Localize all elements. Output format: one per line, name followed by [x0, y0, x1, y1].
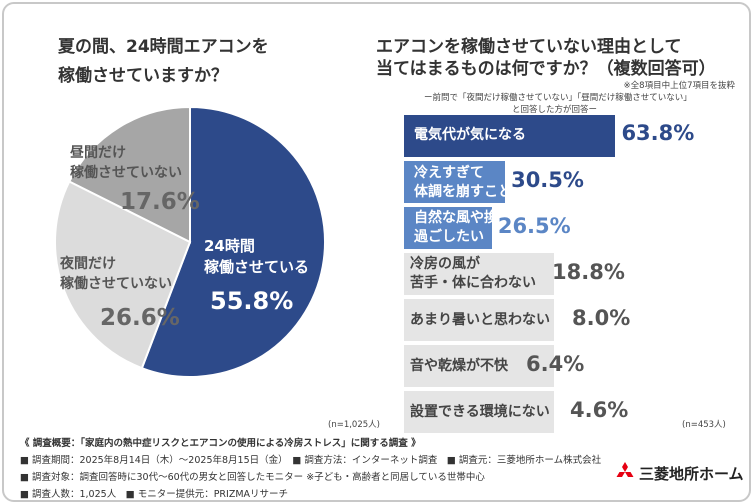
bar-value-dislike-wind: 18.8% — [552, 260, 625, 284]
pie-label-night-line2: 稼働させていない — [60, 276, 172, 292]
survey-title: 《 調査概要：「家庭内の熱中症リスクとエアコンの使用による冷房ストレス」に関する… — [20, 438, 421, 449]
left-question-line2: 稼働させていますか？ — [58, 66, 228, 86]
bar-value-noise-dry: 6.4% — [526, 352, 585, 376]
pie-slice-day — [67, 105, 191, 244]
pie-label-night-line1: 夜間だけ — [60, 256, 116, 272]
pie-label-24h: 24時間 稼働させている 55.8% — [204, 236, 309, 318]
pie-value-24h: 55.8% — [210, 287, 294, 315]
bar-label-natural-wind-line1: 自然な風や換気で — [414, 210, 526, 226]
survey-target: ■ 調査対象：調査回答時に30代〜60代の男女と回答したモニター ※子ども・高齢… — [20, 472, 485, 483]
note-line1: ー前問で「夜間だけ稼働させていない」「昼間だけ稼働させていない」 — [424, 93, 692, 103]
left-question-line1: 夏の間、24時間エアコンを — [58, 37, 269, 57]
bar-value-no-installation: 4.6% — [570, 398, 629, 422]
bar-label-dislike-wind: 冷房の風が 苦手・体に合わない — [410, 255, 536, 293]
bar-dislike-wind — [404, 253, 554, 295]
pie-slice-night — [54, 180, 192, 370]
bar-electricity-cost — [404, 115, 616, 157]
pie-sample-size: (n=1,025人) — [328, 420, 380, 430]
brand-name: 三菱地所ホーム — [639, 465, 744, 483]
bar-label-natural-wind: 自然な風や換気で 過ごしたい — [414, 209, 526, 247]
bar-label-natural-wind-line2: 過ごしたい — [414, 229, 484, 245]
survey-period: ■ 調査期間：2025年8月14日（木）〜2025年8月15日（金） ■ 調査方… — [20, 455, 602, 466]
pie-value-day: 17.6% — [120, 189, 200, 215]
bar-value-natural-wind: 26.5% — [497, 214, 571, 238]
pie-label-night: 夜間だけ 稼働させていない 26.6% — [60, 254, 180, 334]
bar-not-hot — [404, 299, 554, 341]
pie-chart — [54, 105, 326, 378]
mitsubishi-three-diamonds-icon — [616, 462, 634, 477]
pie-value-night: 26.6% — [100, 305, 180, 331]
note-top: ※全8項目中上位7項目を抜粋 — [623, 81, 735, 91]
bar-label-dislike-wind-line2: 苦手・体に合わない — [410, 275, 536, 291]
pie-label-24h-line1: 24時間 — [204, 237, 255, 255]
bar-label-too-cold: 冷えすぎて 体調を崩すことがある — [414, 164, 554, 202]
bar-sample-size: (n=453人) — [682, 420, 726, 430]
bar-value-electricity-cost: 63.8% — [621, 121, 695, 145]
bar-value-not-hot: 8.0% — [572, 306, 631, 330]
bar-label-electricity-cost: 電気代が気になる — [414, 127, 526, 143]
bar-label-no-installation: 設置できる環境にない — [410, 404, 550, 420]
bar-natural-wind — [404, 207, 492, 249]
pie-label-24h-line2: 稼働させている — [204, 258, 310, 276]
bar-label-not-hot: あまり暑いと思わない — [410, 312, 550, 328]
pie-label-day: 昼間だけ 稼働させていない 17.6% — [70, 143, 200, 217]
bar-too-cold — [404, 161, 506, 203]
right-question-line1: エアコンを稼働させていない理由として — [376, 37, 682, 57]
pie-label-day-line1: 昼間だけ — [70, 145, 126, 161]
pie-label-day-line2: 稼働させていない — [70, 165, 182, 181]
bar-chart: 電気代が気になる 63.8% 冷えすぎて 体調を崩すことがある 30.5% 自然… — [404, 115, 724, 435]
bar-label-too-cold-line2: 体調を崩すことがある — [414, 184, 554, 200]
bar-label-too-cold-line1: 冷えすぎて — [414, 165, 484, 181]
note-line2: と回答した方が回答ー — [512, 105, 598, 115]
pie-slice-24h — [140, 105, 326, 378]
bar-noise-dry — [404, 345, 554, 387]
bar-label-dislike-wind-line1: 冷房の風が — [410, 256, 480, 272]
bar-value-too-cold: 30.5% — [511, 168, 584, 192]
survey-count: ■ 調査人数：1,025人 ■ モニター提供元：PRIZMAリサーチ — [20, 489, 289, 500]
bar-label-noise-dry: 音や乾燥が不快 — [410, 358, 508, 374]
bar-no-installation — [404, 391, 554, 433]
right-question-line2: 当てはまるものは何ですか？（複数回答可） — [376, 59, 716, 79]
